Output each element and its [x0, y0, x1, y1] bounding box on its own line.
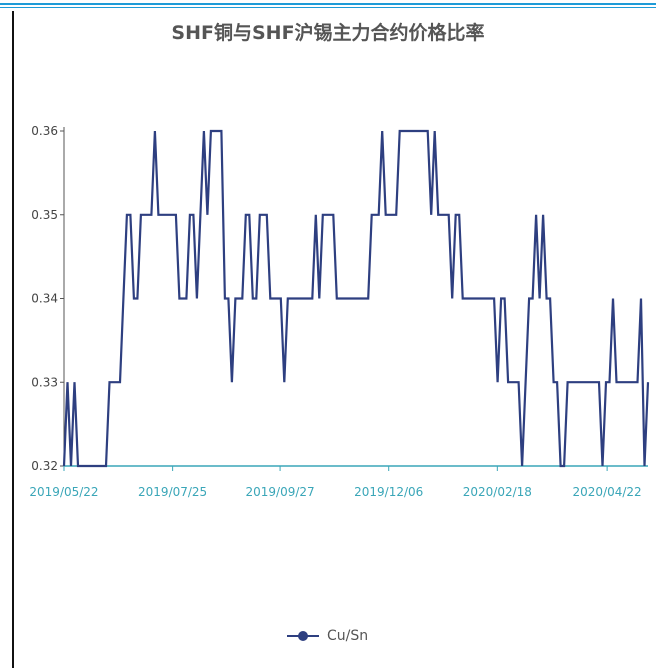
y-tick-label: 0.36 — [31, 124, 58, 138]
x-tick-label: 2019/09/27 — [245, 485, 314, 499]
y-tick-label: 0.35 — [31, 208, 58, 222]
legend-label: Cu/Sn — [327, 628, 369, 644]
left-border — [12, 11, 14, 668]
legend: Cu/Sn — [285, 628, 368, 644]
y-tick-label: 0.33 — [31, 375, 58, 389]
x-tick-label: 2020/02/18 — [463, 485, 532, 499]
top-border — [0, 0, 656, 11]
x-tick-label: 2020/04/22 — [573, 485, 642, 499]
top-border-line — [0, 3, 656, 5]
x-tick-label: 2019/05/22 — [29, 485, 98, 499]
legend-marker-icon — [287, 631, 319, 641]
x-tick-label: 2019/12/06 — [354, 485, 423, 499]
line-chart: 0.32 0.33 0.34 0.35 0.36 2019/05/22 2019/07/25… — [29, 124, 650, 499]
top-border-line-thin — [0, 7, 656, 8]
y-tick-label: 0.34 — [31, 292, 58, 306]
series-line-cu-sn — [62, 129, 650, 468]
x-tick-label: 2019/07/25 — [138, 485, 207, 499]
chart-title: SHF铜与SHF沪锡主力合约价格比率 — [171, 22, 485, 44]
y-tick-label: 0.32 — [31, 459, 58, 473]
